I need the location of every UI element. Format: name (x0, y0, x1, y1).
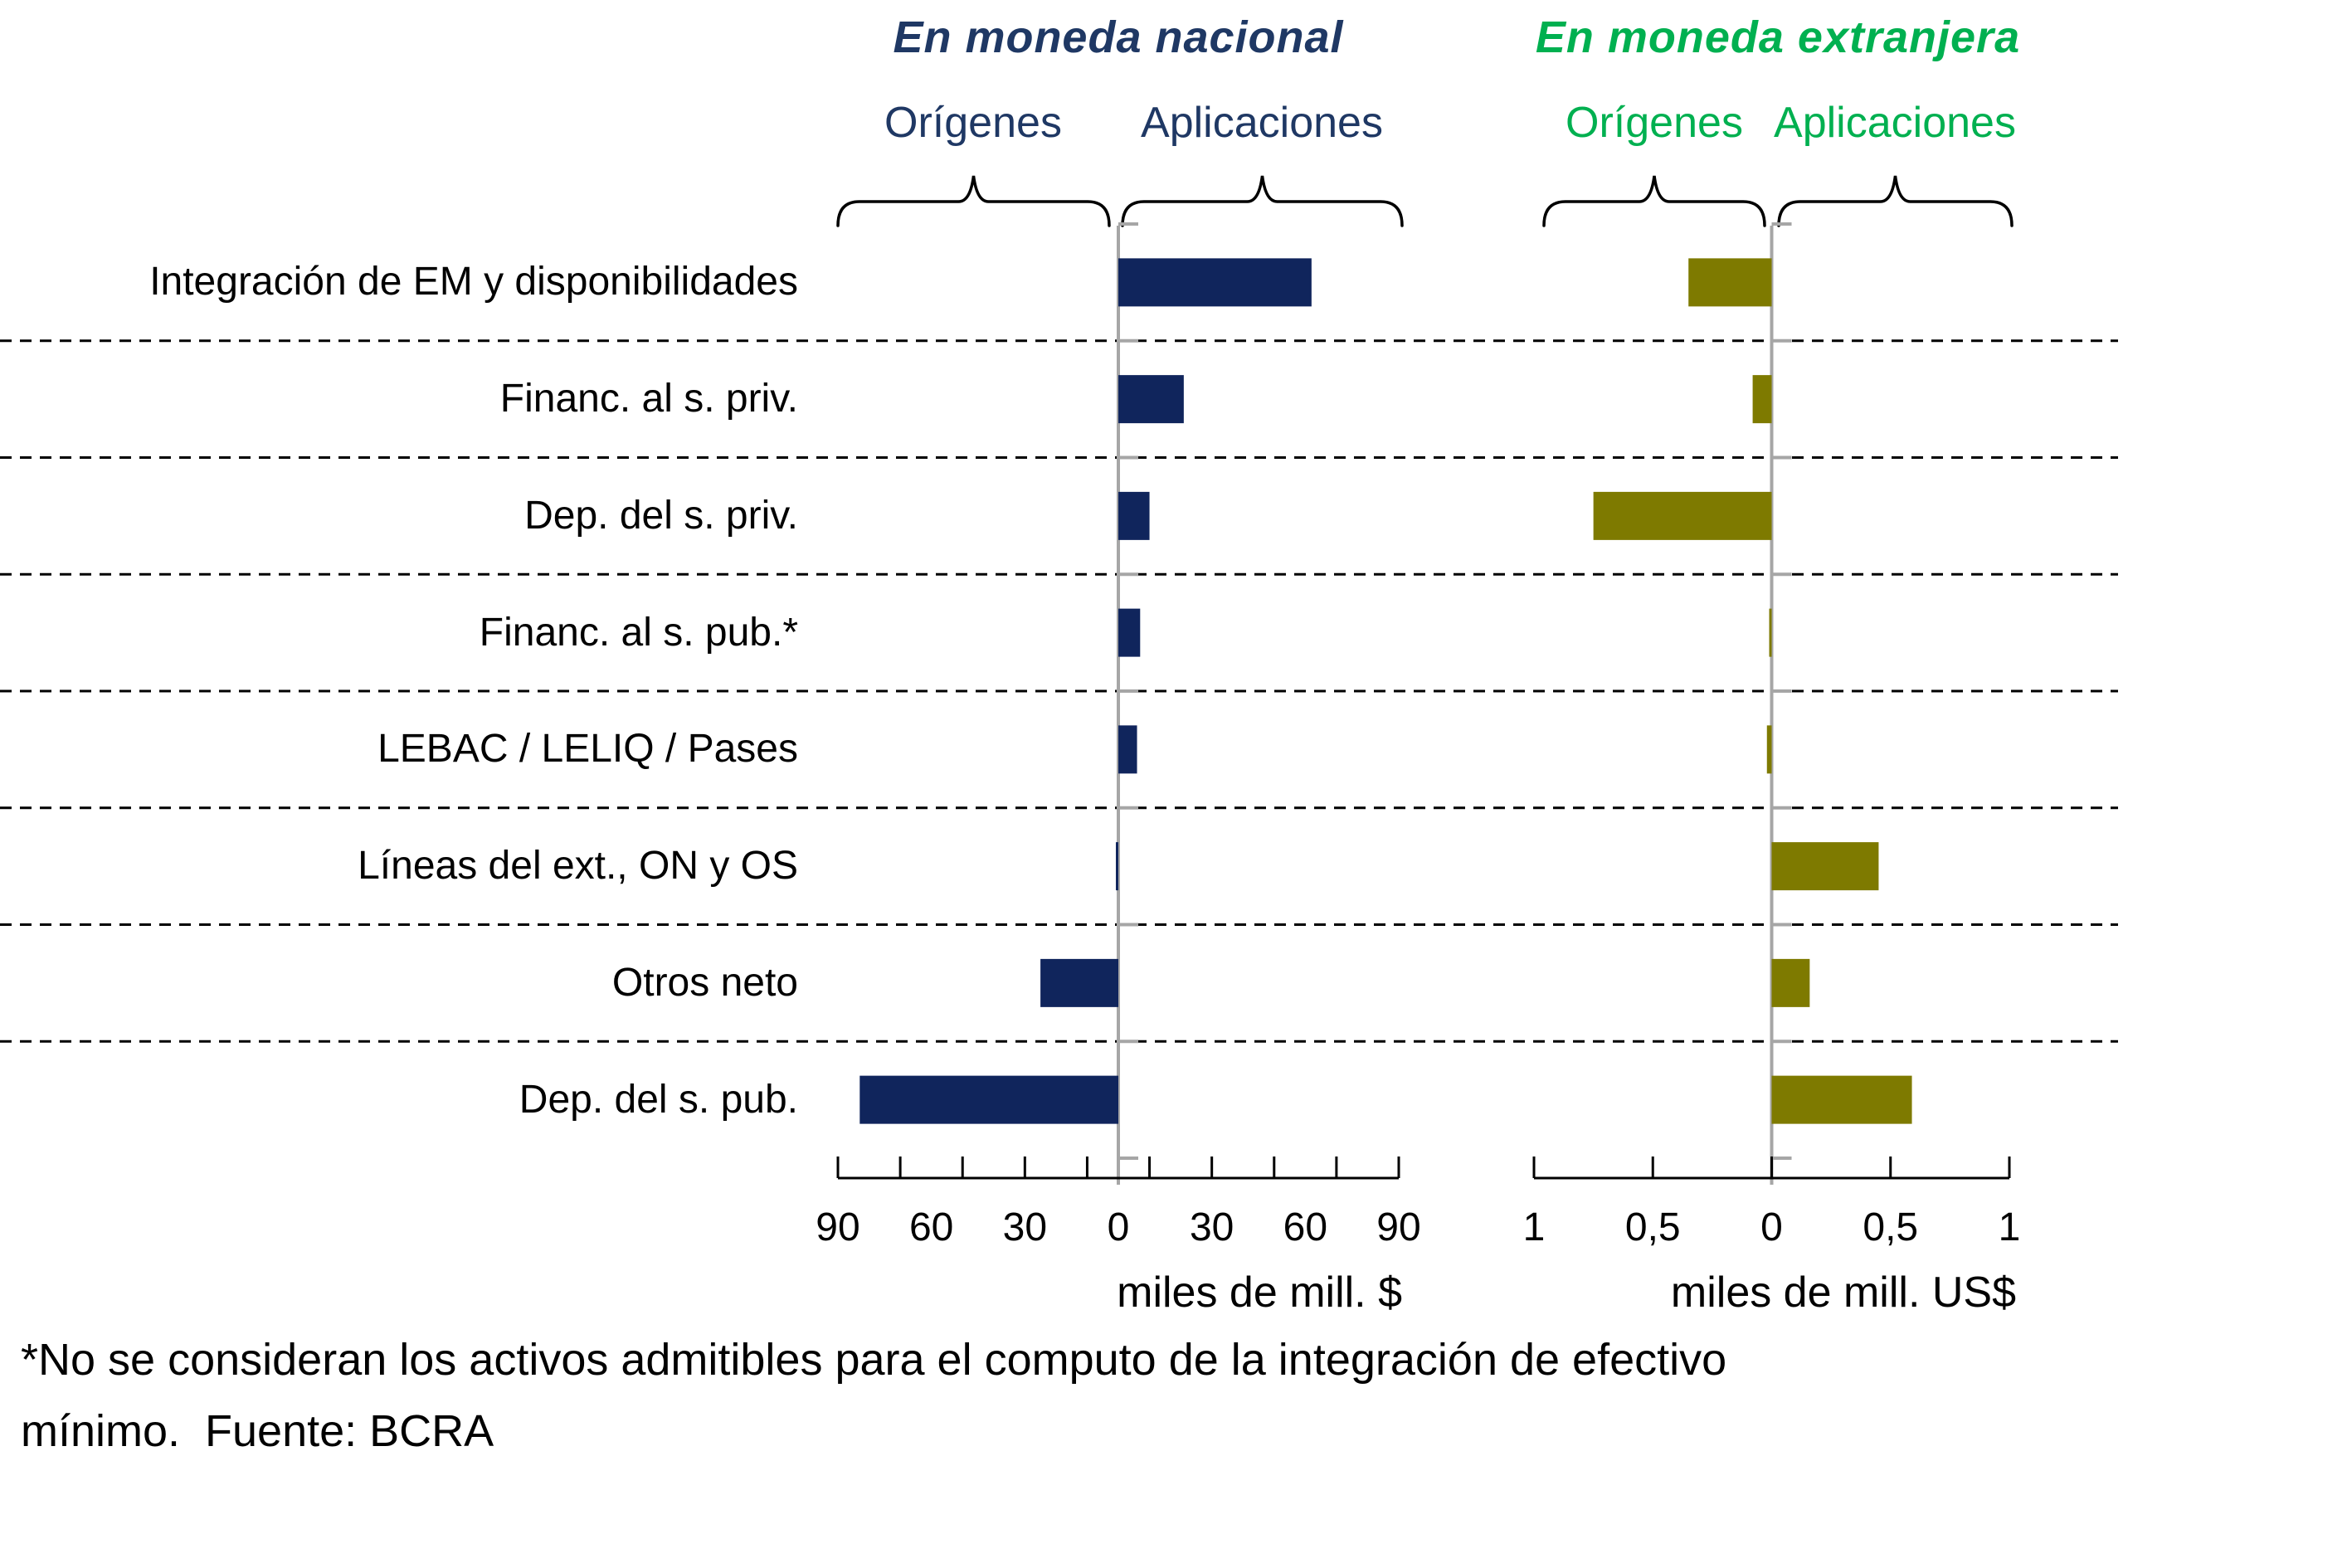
axis-tick-label-national: 90 (1376, 1205, 1421, 1249)
foreign-applications-label: Aplicaciones (1774, 99, 2016, 147)
foreign-axis-unit-label: miles de mill. US$ (1670, 1269, 2016, 1317)
footnote-line-1: *No se consideran los activos admitibles… (21, 1335, 1727, 1385)
national-currency-title: En moneda nacional (893, 12, 1344, 62)
axis-tick-label-national: 60 (908, 1205, 954, 1249)
footnote-line-2: mínimo. Fuente: BCRA (21, 1406, 494, 1456)
axis-tick-label-national: 30 (1002, 1205, 1048, 1249)
bar-national-row4 (1118, 725, 1137, 774)
category-label: Financ. al s. priv. (499, 377, 798, 421)
bar-national-row7 (859, 1075, 1118, 1124)
bar-national-row3 (1118, 608, 1141, 657)
axis-tick-label-national: 0 (1107, 1205, 1130, 1249)
axis-tick-label-foreign: 0 (1760, 1205, 1783, 1249)
bar-national-row1 (1118, 375, 1184, 424)
category-label: Otros neto (611, 960, 798, 1005)
axis-tick-label-national: 90 (816, 1205, 860, 1249)
bar-national-row6 (1040, 958, 1118, 1007)
axis-tick-label-foreign: 1 (1522, 1205, 1546, 1249)
bar-foreign-row4 (1766, 725, 1772, 774)
axis-tick-label-national: 30 (1189, 1205, 1234, 1249)
bar-foreign-row0 (1688, 258, 1772, 307)
bar-foreign-row6 (1771, 958, 1810, 1007)
bar-foreign-row1 (1752, 375, 1772, 424)
bar-foreign-row7 (1771, 1075, 1912, 1124)
category-label: Dep. del s. pub. (519, 1077, 798, 1122)
bar-foreign-row5 (1771, 842, 1879, 891)
axis-tick-label-foreign: 0,5 (1863, 1205, 1919, 1249)
origins-brace (1542, 175, 1766, 227)
axis-tick-label-foreign: 1 (1998, 1205, 2021, 1249)
footnote: *No se consideran los activos admitibles… (21, 1324, 2194, 1467)
bar-national-row5 (1116, 842, 1118, 891)
category-label: LEBAC / LELIQ / Pases (377, 727, 798, 772)
axis-tick-label-foreign: 0,5 (1624, 1205, 1681, 1249)
foreign-currency-title: En moneda extranjera (1535, 12, 2021, 62)
category-label: Dep. del s. priv. (524, 493, 798, 538)
bar-national-row2 (1118, 491, 1150, 540)
axis-tick-label-national: 60 (1283, 1205, 1328, 1249)
category-label: Líneas del ext., ON y OS (358, 844, 798, 889)
applications-brace (1777, 175, 2014, 227)
category-label: Financ. al s. pub.* (479, 610, 798, 655)
bar-national-row0 (1118, 258, 1312, 307)
category-label: Integración de EM y disponibilidades (149, 260, 798, 304)
foreign-origins-label: Orígenes (1566, 99, 1743, 147)
national-axis-unit-label: miles de mill. $ (1117, 1269, 1402, 1317)
applications-brace (1121, 175, 1404, 227)
national-origins-label: Orígenes (884, 99, 1062, 147)
bar-foreign-row3 (1769, 608, 1772, 657)
bar-foreign-row2 (1593, 491, 1772, 540)
national-applications-label: Aplicaciones (1141, 99, 1383, 147)
origins-brace (836, 175, 1111, 227)
